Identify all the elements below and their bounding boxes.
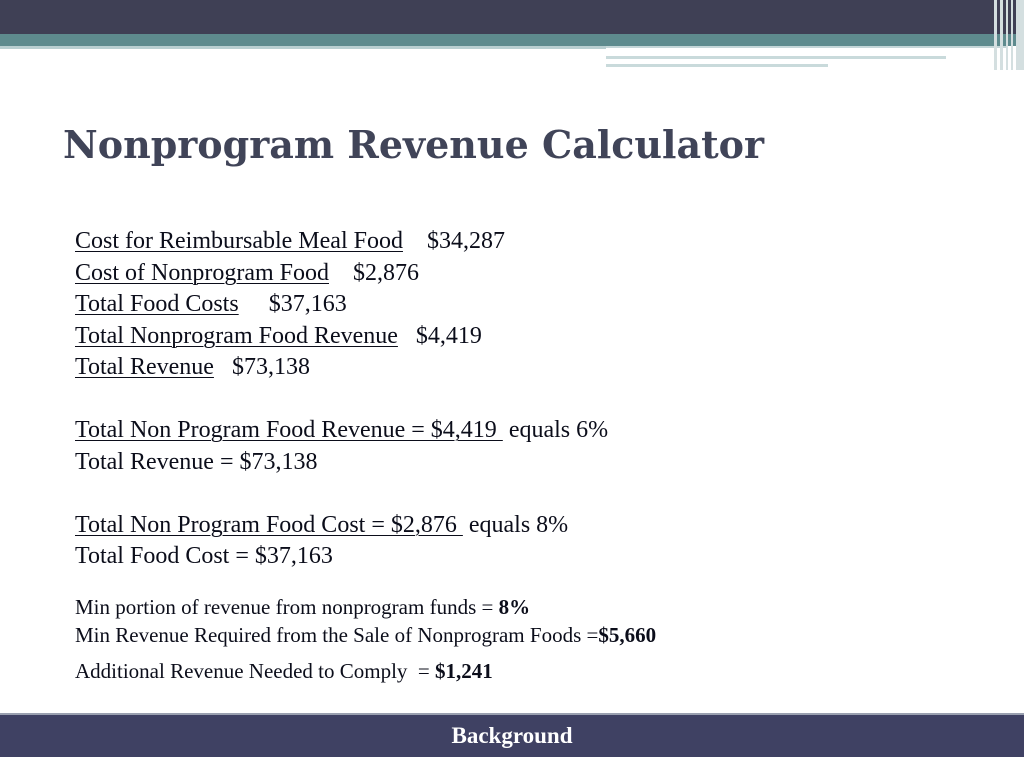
slide-content: Cost for Reimbursable Meal Food $34,287 …: [75, 226, 975, 685]
cost-ratio-numerator-line: Total Non Program Food Cost = $2,876 equ…: [75, 510, 975, 542]
line-total-nonprogram-revenue: Total Nonprogram Food Revenue $4,419: [75, 321, 975, 353]
top-teal-band: [0, 34, 1024, 46]
line-cost-reimbursable: Cost for Reimbursable Meal Food $34,287: [75, 226, 975, 258]
revenue-ratio-denominator: Total Revenue = $73,138: [75, 448, 318, 475]
top-right-line-short: [606, 64, 828, 67]
spacer: [75, 573, 975, 593]
spacer: [75, 478, 975, 510]
spacer: [75, 384, 975, 416]
top-dark-band: [0, 0, 1024, 34]
footer-bar: Background: [0, 713, 1024, 757]
min-revenue-value: $5,660: [598, 622, 657, 647]
revenue-ratio-numerator-line: Total Non Program Food Revenue = $4,419 …: [75, 415, 975, 447]
line-total-revenue: Total Revenue $73,138: [75, 352, 975, 384]
revenue-ratio-result: equals 6%: [508, 417, 609, 443]
revenue-ratio-numerator: Total Non Program Food Revenue = $4,419: [75, 417, 503, 443]
total-revenue-label: Total Revenue: [75, 354, 214, 380]
summary-block: Min portion of revenue from nonprogram f…: [75, 593, 975, 685]
cost-reimbursable-value: $34,287: [426, 228, 505, 254]
total-food-costs-value: $37,163: [268, 291, 347, 317]
cost-nonprogram-value: $2,876: [353, 259, 419, 286]
cost-reimbursable-label: Cost for Reimbursable Meal Food: [75, 228, 403, 254]
cost-ratio-denominator: Total Food Cost = $37,163: [75, 543, 333, 569]
top-right-line: [606, 56, 946, 59]
total-revenue-value: $73,138: [231, 354, 310, 380]
cost-ratio-result: equals 8%: [468, 511, 569, 538]
right-stripes: [994, 0, 1024, 70]
min-revenue-label: Min Revenue Required from the Sale of No…: [75, 622, 599, 647]
total-nonprogram-revenue-value: $4,419: [415, 322, 482, 349]
min-portion-line: Min portion of revenue from nonprogram f…: [75, 593, 975, 621]
slide-title: Nonprogram Revenue Calculator: [63, 122, 765, 167]
additional-revenue-value: $1,241: [435, 658, 493, 683]
additional-revenue-line: Additional Revenue Needed to Comply = $1…: [75, 657, 975, 685]
top-teal-line: [0, 46, 608, 49]
cost-nonprogram-label: Cost of Nonprogram Food: [75, 259, 329, 286]
total-food-costs-label: Total Food Costs: [75, 291, 239, 317]
line-cost-nonprogram: Cost of Nonprogram Food $2,876: [75, 258, 975, 290]
line-total-food-costs: Total Food Costs $37,163: [75, 289, 975, 321]
footer-label: Background: [451, 723, 573, 748]
additional-revenue-label: Additional Revenue Needed to Comply =: [75, 658, 436, 683]
total-nonprogram-revenue-label: Total Nonprogram Food Revenue: [75, 322, 398, 349]
min-portion-value: 8%: [498, 594, 531, 619]
cost-ratio-numerator: Total Non Program Food Cost = $2,876: [75, 511, 463, 538]
min-revenue-line: Min Revenue Required from the Sale of No…: [75, 621, 975, 649]
min-portion-label: Min portion of revenue from nonprogram f…: [75, 594, 499, 619]
